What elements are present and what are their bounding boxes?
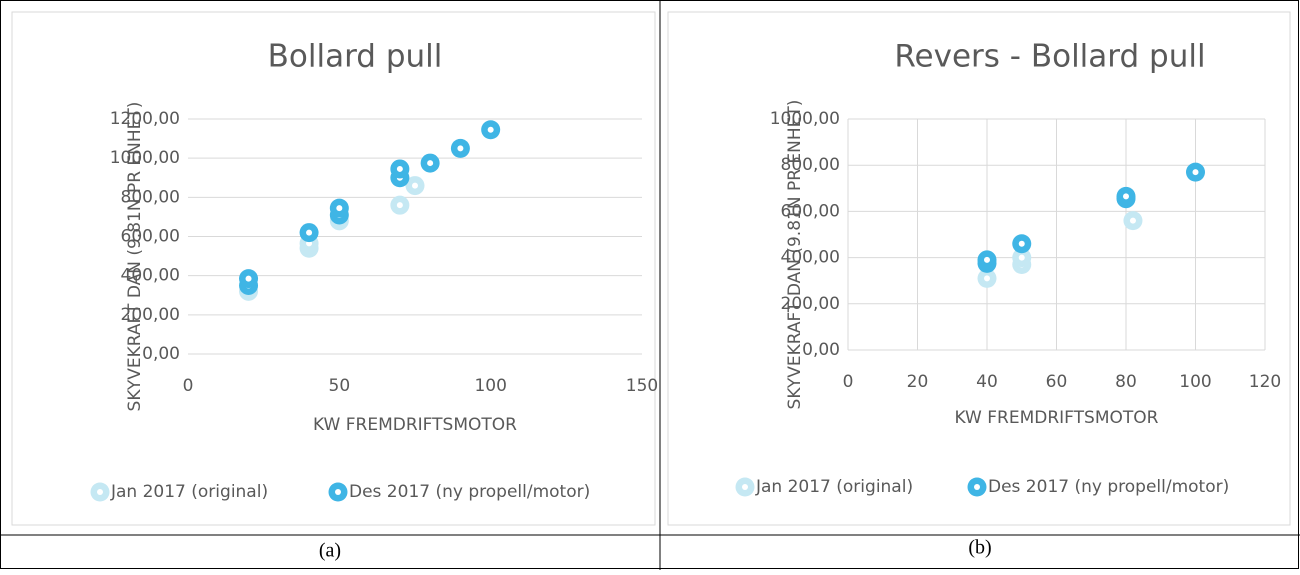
marker <box>1123 211 1143 231</box>
legend-label: Des 2017 (ny propell/motor) <box>349 482 590 502</box>
y-tick-label: 400,00 <box>121 266 180 286</box>
x-axis-label: KW FREMDRIFTSMOTOR <box>313 415 517 435</box>
x-tick-label: 150 <box>626 376 658 396</box>
marker <box>420 153 440 173</box>
x-tick-label: 50 <box>329 376 351 396</box>
x-tick-label: 40 <box>976 372 998 392</box>
marker-center <box>396 165 403 172</box>
legend-label: Jan 2017 (original) <box>755 477 913 497</box>
chart-title: Revers - Bollard pull <box>894 39 1205 75</box>
marker <box>390 159 410 179</box>
marker <box>1012 248 1032 268</box>
chart-area <box>667 11 1291 526</box>
marker-center <box>457 145 464 152</box>
y-tick-label: 1200,00 <box>110 109 180 129</box>
x-tick-label: 0 <box>183 376 194 396</box>
marker <box>481 120 501 140</box>
x-tick-label: 80 <box>1115 372 1137 392</box>
marker <box>1116 186 1136 206</box>
marker <box>299 223 319 243</box>
marker-center <box>1192 169 1199 176</box>
marker <box>1186 162 1205 182</box>
marker <box>390 195 410 215</box>
y-axis-label: SKYVEKRAFT DAN (9.81N PR ENHET) <box>785 100 805 410</box>
legend-label: Des 2017 (ny propell/motor) <box>988 477 1229 497</box>
marker <box>405 176 425 196</box>
y-tick-label: 1000,00 <box>110 148 180 168</box>
marker <box>450 138 470 158</box>
y-tick-label: 0,00 <box>802 340 840 360</box>
legend-marker <box>967 477 987 497</box>
marker <box>239 269 259 289</box>
y-tick-label: 200,00 <box>781 294 840 314</box>
marker-center <box>984 275 990 282</box>
legend-marker <box>328 482 348 502</box>
y-tick-label: 400,00 <box>781 248 840 268</box>
x-tick-label: 20 <box>907 372 929 392</box>
marker-center <box>984 256 990 263</box>
marker-center <box>336 205 343 212</box>
marker-center <box>335 489 341 495</box>
marker-center <box>427 160 434 167</box>
y-tick-label: 800,00 <box>781 155 840 175</box>
y-tick-label: 600,00 <box>781 201 840 221</box>
x-tick-label: 120 <box>1249 372 1281 392</box>
x-tick-label: 100 <box>474 376 506 396</box>
marker-center <box>1018 240 1025 247</box>
marker-center <box>487 126 494 133</box>
y-tick-label: 800,00 <box>121 187 180 207</box>
y-tick-label: 0,00 <box>142 344 180 364</box>
caption: (a) <box>319 540 341 562</box>
y-tick-label: 600,00 <box>121 227 180 247</box>
marker-center <box>1123 193 1129 200</box>
x-tick-label: 60 <box>1046 372 1068 392</box>
legend-marker <box>735 477 755 497</box>
y-tick-label: 1000,00 <box>770 109 840 129</box>
x-tick-label: 0 <box>843 372 854 392</box>
marker-center <box>306 229 313 236</box>
chart-area <box>11 11 656 526</box>
marker-center <box>1018 254 1025 261</box>
chart-title: Bollard pull <box>268 39 443 75</box>
x-tick-label: 100 <box>1179 372 1211 392</box>
marker-center <box>245 275 252 282</box>
marker <box>1012 234 1032 254</box>
marker-center <box>742 484 748 490</box>
marker-center <box>97 489 103 495</box>
y-axis-label: SKYVEKRAFT DAN (9.81N PR ENHET) <box>125 102 145 412</box>
y-tick-label: 200,00 <box>121 305 180 325</box>
marker-center <box>1129 217 1136 224</box>
marker <box>329 198 349 218</box>
marker-center <box>396 202 403 209</box>
legend-marker <box>90 482 110 502</box>
marker-center <box>974 484 980 490</box>
caption: (b) <box>968 537 991 559</box>
marker-center <box>412 182 418 189</box>
marker <box>977 268 997 288</box>
legend-label: Jan 2017 (original) <box>110 482 268 502</box>
x-axis-label: KW FREMDRIFTSMOTOR <box>955 408 1159 428</box>
marker <box>977 250 997 270</box>
